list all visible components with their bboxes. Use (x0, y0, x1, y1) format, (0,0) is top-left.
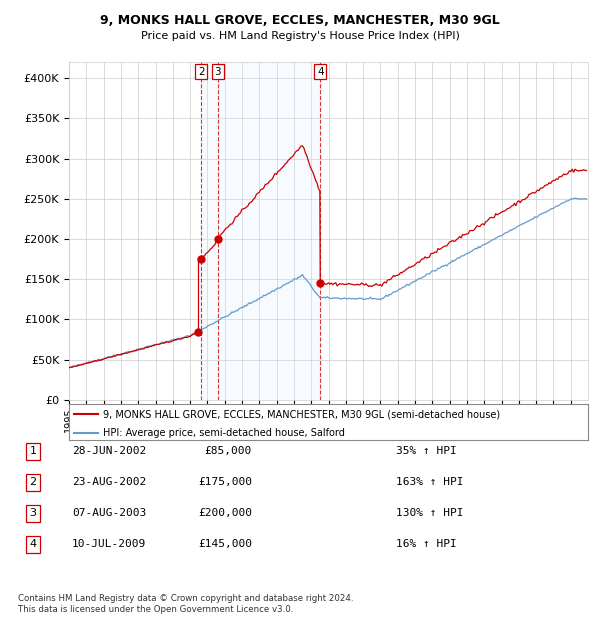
Text: 9, MONKS HALL GROVE, ECCLES, MANCHESTER, M30 9GL (semi-detached house): 9, MONKS HALL GROVE, ECCLES, MANCHESTER,… (103, 409, 500, 419)
Text: 4: 4 (317, 67, 323, 77)
Text: Price paid vs. HM Land Registry's House Price Index (HPI): Price paid vs. HM Land Registry's House … (140, 31, 460, 41)
Text: HPI: Average price, semi-detached house, Salford: HPI: Average price, semi-detached house,… (103, 428, 344, 438)
Text: £175,000: £175,000 (198, 477, 252, 487)
Text: 23-AUG-2002: 23-AUG-2002 (72, 477, 146, 487)
Text: £85,000: £85,000 (205, 446, 252, 456)
Text: 3: 3 (214, 67, 221, 77)
Text: 07-AUG-2003: 07-AUG-2003 (72, 508, 146, 518)
Text: 10-JUL-2009: 10-JUL-2009 (72, 539, 146, 549)
Text: 9, MONKS HALL GROVE, ECCLES, MANCHESTER, M30 9GL: 9, MONKS HALL GROVE, ECCLES, MANCHESTER,… (100, 14, 500, 27)
Text: 130% ↑ HPI: 130% ↑ HPI (396, 508, 464, 518)
Text: 28-JUN-2002: 28-JUN-2002 (72, 446, 146, 456)
Text: 16% ↑ HPI: 16% ↑ HPI (396, 539, 457, 549)
Text: 2: 2 (29, 477, 37, 487)
Text: £145,000: £145,000 (198, 539, 252, 549)
Text: 163% ↑ HPI: 163% ↑ HPI (396, 477, 464, 487)
Text: 35% ↑ HPI: 35% ↑ HPI (396, 446, 457, 456)
Text: 4: 4 (29, 539, 37, 549)
Bar (201, 62, 320, 400)
Text: Contains HM Land Registry data © Crown copyright and database right 2024.
This d: Contains HM Land Registry data © Crown c… (18, 595, 353, 614)
Text: 3: 3 (29, 508, 37, 518)
Text: 1: 1 (29, 446, 37, 456)
Text: 2: 2 (198, 67, 205, 77)
Text: £200,000: £200,000 (198, 508, 252, 518)
